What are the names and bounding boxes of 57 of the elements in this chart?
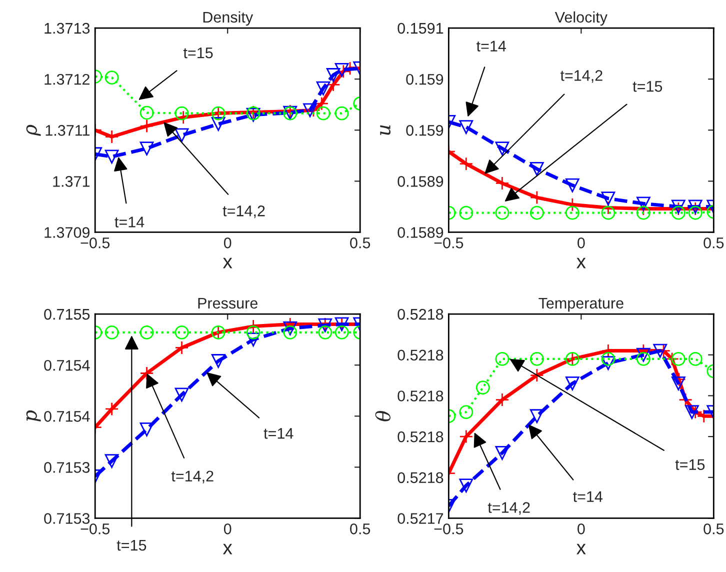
annotation: t=14 (114, 216, 144, 228)
y-tick-label: 0.7153 (44, 513, 90, 524)
annotation: t=14,2 (488, 502, 530, 515)
y-axis-title: p (26, 410, 41, 422)
y-tick-label: 1.3709 (44, 227, 90, 238)
y-tick-label: 1.3713 (44, 22, 90, 34)
x-axis-title: x (222, 544, 232, 554)
y-tick-label: 1.3711 (46, 125, 90, 136)
annotation: t=14,2 (560, 70, 602, 83)
annotation: t=15 (675, 459, 705, 470)
annotation: t=14,2 (222, 206, 265, 218)
x-tick-label: −0.5 (80, 523, 110, 534)
y-tick-label: 0.159 (406, 125, 444, 136)
y-tick-label: 0.5218 (398, 472, 444, 484)
y-tick-label: 1.3712 (44, 74, 90, 85)
x-axis-title: x (576, 544, 586, 554)
x-tick-label: −0.5 (80, 237, 110, 248)
y-tick-label: 0.1589 (398, 227, 444, 238)
chart-title: Velocity (554, 11, 608, 26)
y-tick-label: 0.5218 (398, 308, 444, 320)
chart-title: Temperature (538, 298, 624, 312)
x-tick-label: 0.5 (704, 237, 724, 248)
y-tick-label: 0.5218 (398, 350, 444, 361)
x-tick-label: 0 (578, 237, 585, 248)
y-axis-title: θ (375, 410, 390, 422)
chart-title: Pressure (198, 298, 258, 309)
x-tick-label: 0.5 (704, 523, 724, 534)
x-tick-label: 0 (224, 237, 232, 248)
y-tick-label: 0.5217 (398, 513, 444, 524)
x-tick-label: 0 (224, 523, 232, 534)
annotation: t=15 (632, 81, 662, 92)
annotation: t=15 (183, 48, 213, 58)
x-tick-label: −0.5 (434, 523, 464, 534)
annotation: t=14 (573, 491, 603, 502)
y-tick-label: 0.7154 (44, 360, 90, 371)
y-axis-title: ρ (26, 124, 41, 136)
y-tick-label: 0.5218 (398, 390, 444, 402)
y-tick-label: 0.1589 (398, 176, 444, 187)
y-tick-label: 0.7153 (44, 462, 90, 473)
y-tick-label: 0.159 (406, 74, 444, 85)
annotation: t=14 (264, 428, 294, 439)
x-tick-label: 0.5 (350, 523, 370, 534)
y-tick-label: 0.7154 (44, 411, 90, 422)
x-tick-label: 0 (578, 523, 585, 534)
annotation: t=14,2 (171, 470, 214, 484)
y-tick-label: 0.5218 (398, 431, 444, 442)
annotation: t=14 (476, 40, 506, 52)
y-tick-label: 1.371 (53, 176, 90, 187)
chart-title: Density (203, 11, 254, 26)
annotation: t=15 (116, 540, 146, 551)
x-axis-title: x (576, 258, 586, 268)
y-tick-label: 0.7155 (44, 308, 90, 320)
x-axis-title: x (222, 258, 232, 268)
y-axis-title: u (380, 125, 391, 136)
x-tick-label: 0.5 (350, 237, 370, 248)
y-tick-label: 0.1591 (398, 22, 444, 34)
x-tick-label: −0.5 (434, 237, 464, 248)
